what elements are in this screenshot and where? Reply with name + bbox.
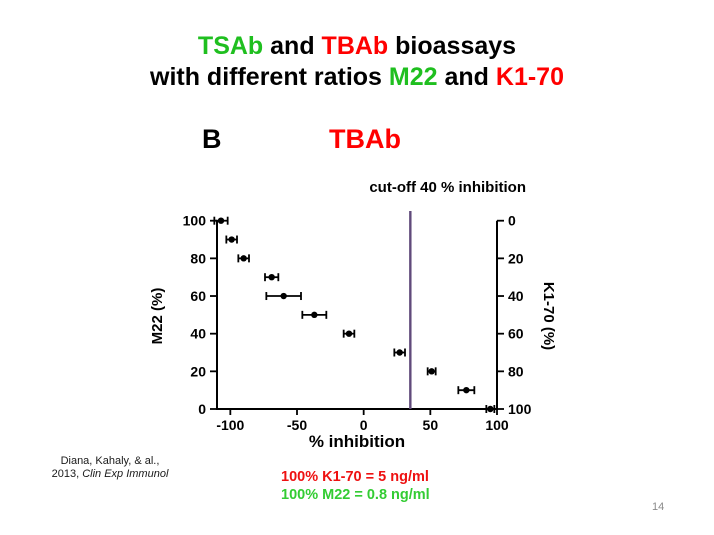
title-and1: and [263, 32, 322, 60]
x-tick-label: 0 [360, 417, 368, 433]
left-tick-label: 60 [190, 288, 206, 304]
cutoff-annotation: cut-off 40 % inhibition [369, 179, 526, 196]
citation: Diana, Kahaly, & al., 2013, Clin Exp Imm… [36, 455, 184, 481]
x-tick-label: 50 [423, 417, 439, 433]
title-tsab: TSAb [197, 32, 264, 60]
right-tick-label: 20 [508, 250, 524, 266]
slide-title-line2: with different ratios M22 and K1-70 [0, 62, 714, 93]
left-tick-label: 40 [190, 326, 206, 342]
left-tick-label: 80 [190, 250, 206, 266]
citation-year: 2013, [51, 468, 83, 480]
footnote-m22: 100% M22 = 0.8 ng/ml [281, 486, 430, 503]
x-tick-label: -50 [287, 417, 307, 433]
data-point [428, 368, 435, 375]
slide-title-line1: TSAb and TBAb bioassays [0, 31, 714, 62]
data-point [345, 330, 353, 337]
title-rest1: bioassays [388, 32, 517, 60]
data-point [228, 236, 235, 243]
title-k170: K1-70 [495, 63, 564, 91]
x-tick-label: -100 [216, 417, 244, 433]
data-point [217, 217, 225, 224]
panel-subtitle-tbab: TBAb [329, 124, 401, 154]
data-point [240, 255, 247, 262]
data-point [463, 386, 470, 394]
citation-line2: 2013, Clin Exp Immunol [36, 468, 184, 481]
data-point [396, 349, 403, 356]
title-m22: M22 [388, 63, 438, 91]
title-prefix2: with different ratios [150, 63, 389, 91]
x-tick-label: 100 [485, 417, 509, 433]
right-tick-label: 0 [508, 213, 516, 229]
right-tick-label: 40 [508, 288, 524, 304]
slide-title: TSAb and TBAb bioassays with different r… [0, 31, 714, 93]
footnote-k170: 100% K1-70 = 5 ng/ml [281, 469, 429, 485]
data-point [311, 311, 318, 319]
concentration-footnote: 100% K1-70 = 5 ng/ml 100% M22 = 0.8 ng/m… [281, 469, 430, 504]
title-tbab: TBAb [321, 32, 389, 60]
data-point [487, 405, 494, 413]
left-tick-label: 100 [183, 213, 207, 229]
right-tick-label: 100 [508, 401, 532, 417]
page-number: 14 [652, 501, 665, 513]
left-axis-title: M22 (%) [149, 288, 166, 345]
right-axis-title: K1-70 (%) [540, 282, 557, 350]
citation-journal: Clin Exp Immunol [82, 468, 169, 480]
data-point [280, 292, 287, 300]
right-tick-label: 60 [508, 326, 524, 342]
title-and2: and [437, 63, 496, 91]
left-tick-label: 20 [190, 363, 206, 379]
panel-label-b: B [202, 124, 222, 154]
citation-line1: Diana, Kahaly, & al., [60, 455, 160, 467]
right-tick-label: 80 [508, 363, 524, 379]
x-axis-title: % inhibition [309, 432, 405, 451]
data-point [268, 273, 275, 281]
left-tick-label: 0 [198, 401, 206, 417]
